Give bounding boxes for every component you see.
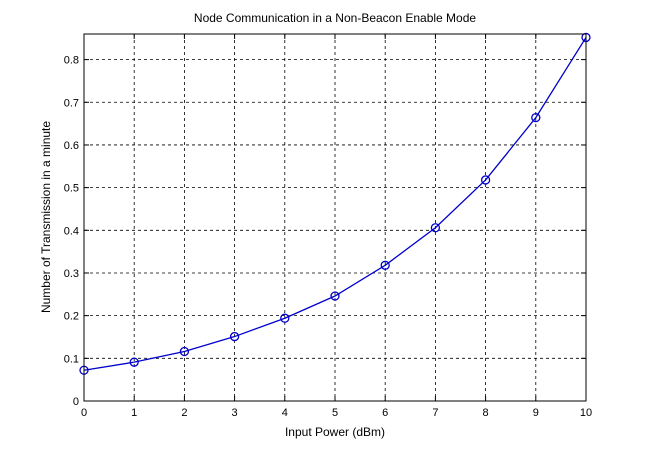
y-tick-label: 0.5	[64, 183, 79, 195]
x-tick-label: 7	[432, 407, 438, 419]
data-point	[480, 175, 491, 185]
y-tick-label: 0	[73, 396, 79, 408]
y-tick-label: 0.2	[64, 311, 79, 323]
x-tick-label: 2	[181, 407, 187, 419]
series-line	[83, 37, 587, 371]
y-tick-label: 0.8	[64, 55, 79, 67]
x-tick-label: 1	[131, 407, 137, 419]
data-point	[380, 260, 390, 270]
x-tick-label: 9	[533, 407, 539, 419]
y-tick-label: 0.4	[64, 225, 79, 237]
y-tick-label: 0.3	[64, 268, 79, 280]
data-point	[531, 112, 541, 123]
chart-title: Node Communication in a Non-Beacon Enabl…	[194, 11, 476, 25]
y-axis-label: Number of Transmission in a minute	[39, 121, 53, 313]
data-point	[179, 346, 190, 357]
x-tick-label: 8	[483, 407, 489, 419]
x-tick-label: 3	[232, 407, 238, 419]
series-layer	[79, 32, 591, 375]
x-tick-label: 0	[81, 407, 87, 419]
grid	[84, 34, 586, 401]
data-point	[330, 291, 340, 301]
data-point	[280, 313, 290, 323]
ticks: 0 1 2 3 4 5 6 7 8 9 10 0 0.1 0.2 0.3 0.4 0.5 0.6 0.7 0.8	[64, 34, 592, 419]
data-point	[430, 223, 441, 233]
x-tick-label: 5	[332, 407, 338, 419]
y-tick-label: 0.1	[64, 353, 79, 365]
x-tick-label: 10	[580, 407, 592, 419]
data-point	[129, 357, 139, 367]
y-tick-label: 0.6	[64, 140, 79, 152]
x-axis-label: Input Power (dBm)	[285, 425, 385, 439]
x-tick-label: 4	[282, 407, 288, 419]
x-tick-label: 6	[382, 407, 388, 419]
y-tick-label: 0.7	[64, 97, 79, 109]
data-point	[229, 331, 240, 342]
